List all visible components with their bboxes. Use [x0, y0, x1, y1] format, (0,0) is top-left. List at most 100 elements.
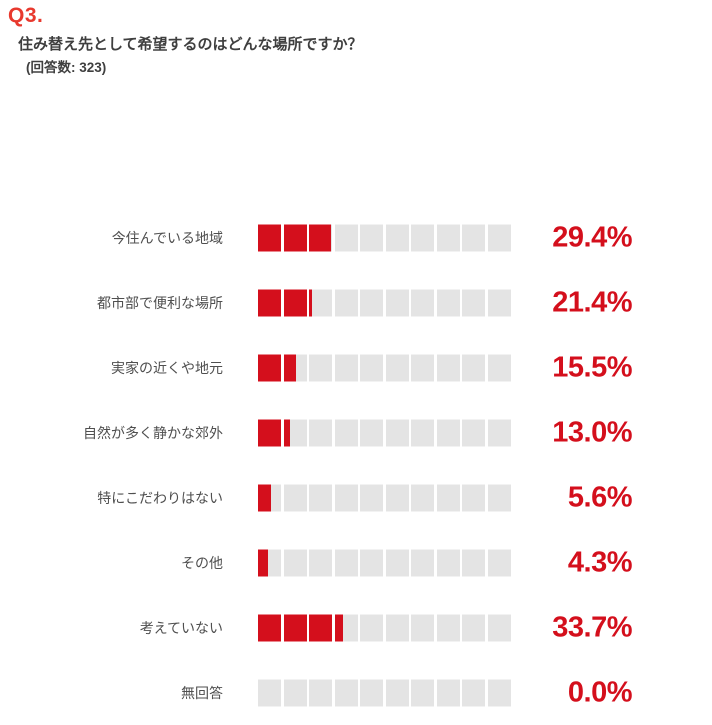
response-count: (回答数: 323) [26, 60, 107, 75]
bar-segment [258, 289, 281, 316]
bar-segment [360, 679, 383, 706]
bar-segment [283, 224, 307, 251]
bar-segment-fill [283, 354, 297, 381]
bar-segment [487, 614, 511, 641]
category-label: 特にこだわりはない [97, 489, 223, 506]
bar-segment-fill [258, 549, 268, 576]
chart-row: 都市部で便利な場所 21.4% [0, 270, 712, 335]
bar-segment [385, 419, 409, 446]
bar-segment [309, 419, 332, 446]
question-number: Q3. [8, 4, 44, 27]
bar-segment [462, 614, 485, 641]
chart-row: その他 4.3% [0, 530, 712, 595]
bar-segment [309, 224, 332, 251]
bar-segment [360, 289, 383, 316]
bar-segment [462, 224, 485, 251]
bar-segment [258, 679, 281, 706]
percent-value: 4.3% [567, 546, 633, 578]
bar-segment [462, 679, 485, 706]
bar-segment [283, 679, 307, 706]
bar-segment [258, 419, 281, 446]
category-label: 今住んでいる地域 [111, 229, 223, 246]
bar-segment [411, 224, 434, 251]
bar-segment [411, 484, 434, 511]
bar-segment-fill [283, 419, 291, 446]
bar-segment [411, 354, 434, 381]
bar-segment [283, 354, 307, 381]
bar-segment [360, 354, 383, 381]
bar-segment [283, 289, 307, 316]
bar-segment [436, 614, 460, 641]
bar-segment [462, 354, 485, 381]
segmented-bar [258, 419, 511, 446]
bar-segment-fill [309, 614, 332, 641]
bar-segment-fill [283, 224, 307, 251]
bar-segment-fill [258, 289, 281, 316]
bar-segment [385, 679, 409, 706]
bar-segment [309, 354, 332, 381]
bar-segment [258, 354, 281, 381]
bar-segment [462, 289, 485, 316]
bar-segment [360, 419, 383, 446]
bar-segment [334, 484, 358, 511]
segmented-bar [258, 614, 511, 641]
chart-row: 実家の近くや地元 15.5% [0, 335, 712, 400]
category-label: 無回答 [181, 684, 223, 701]
percent-value: 13.0% [552, 416, 632, 448]
segmented-bar [258, 354, 511, 381]
bar-segment [385, 224, 409, 251]
bar-segment [487, 419, 511, 446]
bar-segment [385, 549, 409, 576]
bar-segment [487, 484, 511, 511]
bar-segment [411, 614, 434, 641]
bar-segment [334, 289, 358, 316]
bar-segment-fill [283, 289, 307, 316]
category-label: 自然が多く静かな郊外 [83, 424, 223, 441]
bar-segment-fill [258, 419, 281, 446]
bar-segment [334, 679, 358, 706]
bar-segment [487, 289, 511, 316]
chart-row: 無回答 0.0% [0, 660, 712, 725]
bar-segment [487, 549, 511, 576]
bar-segment [462, 549, 485, 576]
percent-value: 0.0% [567, 676, 633, 708]
bar-segment-fill [258, 354, 281, 381]
segmented-bar-chart: 今住んでいる地域 29.4% 都市部で便利な場所 21.4% 実家の近くや地元 15.5%… [0, 205, 712, 725]
bar-segment [334, 224, 358, 251]
bar-segment [283, 419, 307, 446]
segmented-bar [258, 289, 511, 316]
bar-segment [436, 354, 460, 381]
bar-segment [436, 484, 460, 511]
bar-segment [258, 224, 281, 251]
bar-segment [283, 484, 307, 511]
segmented-bar [258, 484, 511, 511]
bar-segment [385, 289, 409, 316]
bar-segment-fill [283, 614, 307, 641]
category-label: その他 [181, 554, 223, 571]
percent-value: 29.4% [552, 221, 632, 253]
bar-segment-fill [258, 614, 281, 641]
bar-segment [360, 224, 383, 251]
percent-value: 33.7% [552, 611, 632, 643]
segmented-bar [258, 224, 511, 251]
bar-segment [462, 419, 485, 446]
bar-segment [487, 224, 511, 251]
bar-segment [411, 289, 434, 316]
segmented-bar [258, 549, 511, 576]
chart-row: 自然が多く静かな郊外 13.0% [0, 400, 712, 465]
category-label: 都市部で便利な場所 [97, 294, 223, 311]
bar-segment-fill [309, 224, 331, 251]
percent-value: 5.6% [567, 481, 633, 513]
percent-value: 15.5% [552, 351, 632, 383]
category-label: 実家の近くや地元 [111, 359, 223, 376]
category-label: 考えていない [139, 619, 223, 636]
bar-segment [411, 679, 434, 706]
bar-segment [360, 484, 383, 511]
bar-segment [436, 419, 460, 446]
bar-segment [360, 614, 383, 641]
question-title: 住み替え先として希望するのはどんな場所ですか？ [18, 36, 363, 53]
bar-segment [436, 679, 460, 706]
chart-row: 今住んでいる地域 29.4% [0, 205, 712, 270]
bar-segment [309, 289, 332, 316]
bar-segment [334, 549, 358, 576]
